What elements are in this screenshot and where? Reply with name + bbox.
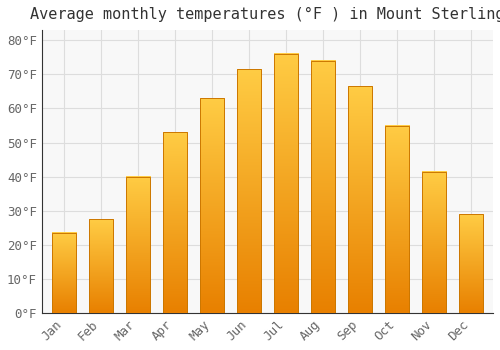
Bar xyxy=(274,54,298,313)
Bar xyxy=(348,86,372,313)
Bar xyxy=(89,219,113,313)
Bar xyxy=(52,233,76,313)
Bar xyxy=(52,233,76,313)
Bar xyxy=(200,98,224,313)
Bar xyxy=(311,61,335,313)
Bar xyxy=(422,172,446,313)
Bar xyxy=(459,214,483,313)
Bar xyxy=(459,214,483,313)
Bar xyxy=(237,69,261,313)
Bar xyxy=(163,132,187,313)
Bar xyxy=(126,177,150,313)
Bar xyxy=(200,98,224,313)
Bar xyxy=(348,86,372,313)
Title: Average monthly temperatures (°F ) in Mount Sterling: Average monthly temperatures (°F ) in Mo… xyxy=(30,7,500,22)
Bar xyxy=(385,126,409,313)
Bar xyxy=(274,54,298,313)
Bar xyxy=(163,132,187,313)
Bar xyxy=(89,219,113,313)
Bar xyxy=(422,172,446,313)
Bar xyxy=(237,69,261,313)
Bar xyxy=(311,61,335,313)
Bar xyxy=(126,177,150,313)
Bar xyxy=(385,126,409,313)
